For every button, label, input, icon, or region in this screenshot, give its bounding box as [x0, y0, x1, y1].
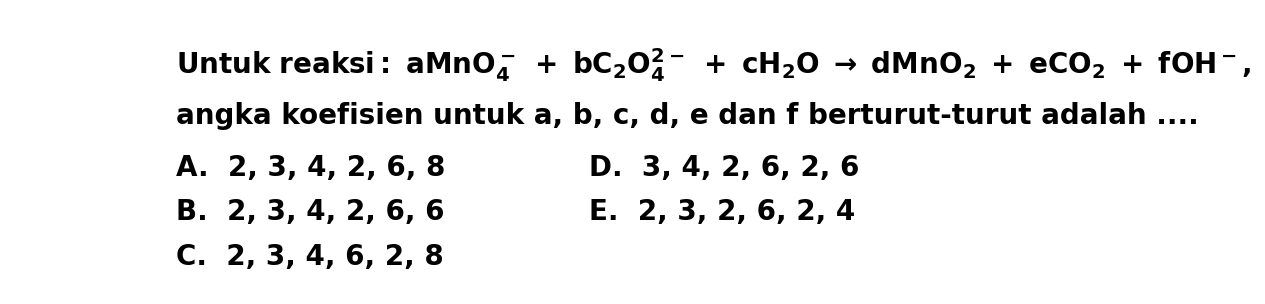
Text: C.  2, 3, 4, 6, 2, 8: C. 2, 3, 4, 6, 2, 8: [176, 243, 444, 271]
Text: D.  3, 4, 2, 6, 2, 6: D. 3, 4, 2, 6, 2, 6: [589, 154, 860, 181]
Text: E.  2, 3, 2, 6, 2, 4: E. 2, 3, 2, 6, 2, 4: [589, 198, 855, 226]
Text: angka koefisien untuk a, b, c, d, e dan f berturut-turut adalah ....: angka koefisien untuk a, b, c, d, e dan …: [176, 102, 1198, 130]
Text: B.  2, 3, 4, 2, 6, 6: B. 2, 3, 4, 2, 6, 6: [176, 198, 444, 226]
Text: A.  2, 3, 4, 2, 6, 8: A. 2, 3, 4, 2, 6, 8: [176, 154, 445, 181]
Text: $\bf{Untuk\ reaksi:\ aMnO_4^-\ +\ bC_2O_4^{2-}\ +\ cH_2O\ \rightarrow\ dMnO_2\ +: $\bf{Untuk\ reaksi:\ aMnO_4^-\ +\ bC_2O_…: [176, 46, 1251, 84]
